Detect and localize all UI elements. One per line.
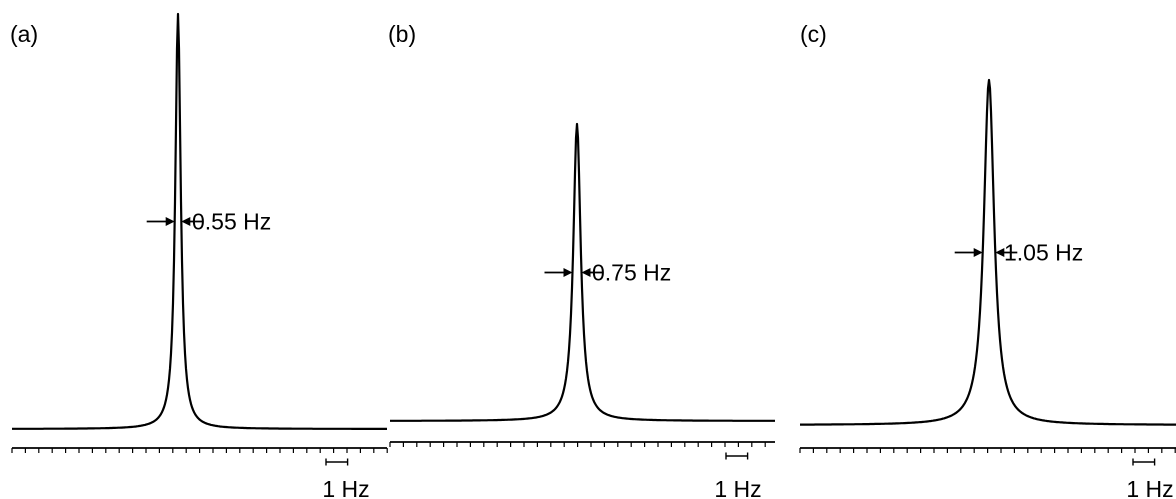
fwhm-arrowhead-right xyxy=(995,248,1005,257)
spectrum-line xyxy=(389,122,776,422)
panel-a: (a) 0.55 Hz 1 Hz xyxy=(10,12,388,499)
spectrum-line xyxy=(799,78,1176,426)
fwhm-arrowhead-left xyxy=(563,268,573,277)
panel-label: (a) xyxy=(10,21,38,47)
linewidth-label: 0.75 Hz xyxy=(592,260,671,286)
panel-c: (c) 1.05 Hz 1 Hz xyxy=(799,21,1176,499)
fwhm-arrowhead-right xyxy=(181,217,191,226)
scale-label: 1 Hz xyxy=(322,476,369,499)
linewidth-label: 1.05 Hz xyxy=(1004,240,1083,266)
scale-label: 1 Hz xyxy=(714,476,761,499)
linewidth-label: 0.55 Hz xyxy=(192,209,271,235)
panel-b: (b) 0.75 Hz 1 Hz xyxy=(388,21,776,499)
spectrum-line xyxy=(11,12,388,430)
panel-label: (b) xyxy=(388,21,416,47)
fwhm-arrowhead-left xyxy=(973,248,983,257)
scale-label: 1 Hz xyxy=(1126,476,1173,499)
fwhm-arrowhead-right xyxy=(581,268,591,277)
fwhm-arrowhead-left xyxy=(165,217,175,226)
panel-label: (c) xyxy=(800,21,827,47)
